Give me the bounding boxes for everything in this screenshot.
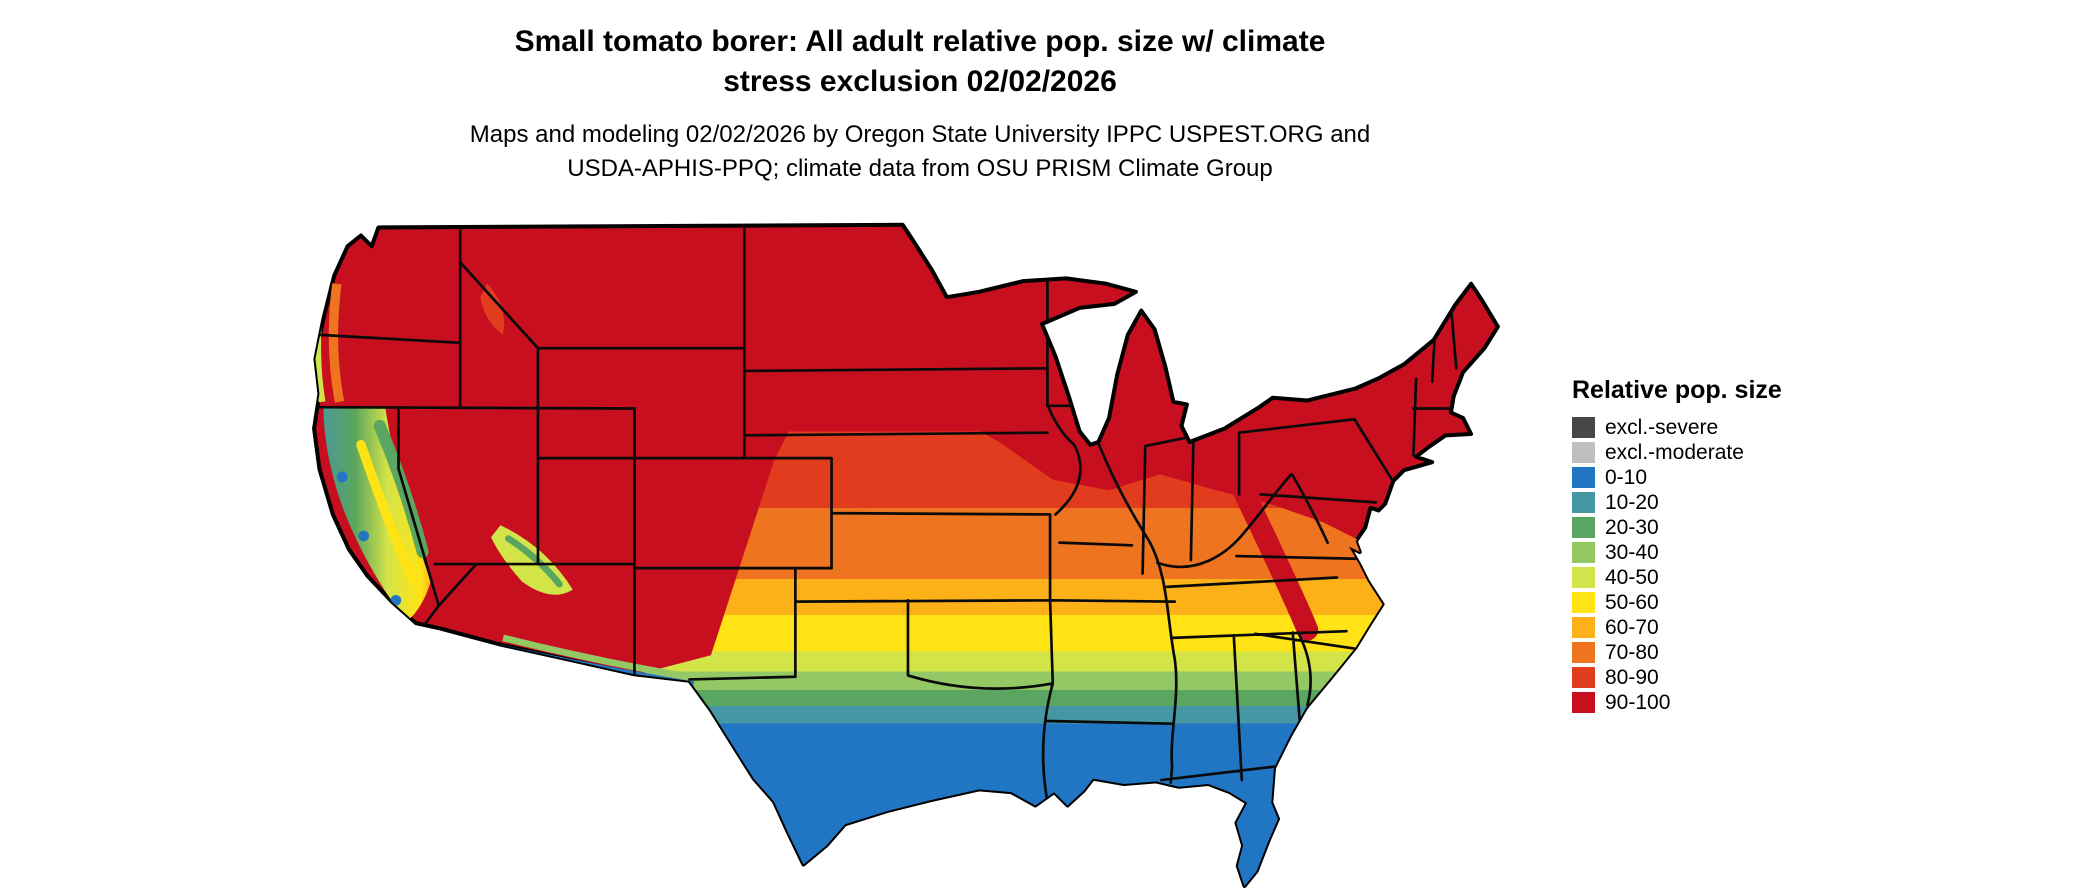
title-line-1: Small tomato borer: All adult relative p…	[514, 25, 1326, 58]
arizona-green-band	[505, 535, 563, 588]
legend-entry: 0-10	[1572, 467, 1912, 488]
legend-label: 70-80	[1605, 641, 1659, 664]
legend-swatch	[1572, 492, 1595, 513]
page-title: Small tomato borer: All adult relative p…	[350, 22, 1490, 102]
legend: Relative pop. size excl.-severe excl.-mod…	[1572, 376, 1912, 717]
south-gradient-region	[623, 399, 1402, 886]
legend-entry: 50-60	[1572, 592, 1912, 613]
legend-entry: 60-70	[1572, 617, 1912, 638]
legend-label: 90-100	[1605, 691, 1671, 714]
legend-entry: excl.-severe	[1572, 417, 1912, 438]
legend-swatch	[1572, 692, 1595, 713]
legend-entry: 80-90	[1572, 667, 1912, 688]
legend-swatch	[1572, 417, 1595, 438]
legend-label: 30-40	[1605, 541, 1659, 564]
legend-label: excl.-severe	[1605, 416, 1719, 439]
legend-label: 10-20	[1605, 491, 1659, 514]
us-map-container	[302, 206, 1522, 890]
legend-label: 60-70	[1605, 616, 1659, 639]
legend-label: 50-60	[1605, 591, 1659, 614]
legend-swatch	[1572, 642, 1595, 663]
legend-entry: 10-20	[1572, 492, 1912, 513]
legend-label: 40-50	[1605, 566, 1659, 589]
subtitle-line-1: Maps and modeling 02/02/2026 by Oregon S…	[469, 121, 1371, 148]
title-line-2: stress exclusion 02/02/2026	[723, 65, 1117, 98]
legend-swatch	[1572, 667, 1595, 688]
border-green-strip	[502, 634, 697, 682]
legend-entry: 70-80	[1572, 642, 1912, 663]
attribution-subtitle: Maps and modeling 02/02/2026 by Oregon S…	[350, 118, 1490, 186]
legend-entry: 90-100	[1572, 692, 1912, 713]
subtitle-line-2: USDA-APHIS-PPQ; climate data from OSU PR…	[567, 155, 1273, 182]
legend-label: excl.-moderate	[1605, 441, 1744, 464]
legend-entry: 20-30	[1572, 517, 1912, 538]
legend-entries: excl.-severe excl.-moderate 0-10 10-20 20-30…	[1572, 417, 1912, 713]
central-valley-yellow-band	[356, 440, 417, 584]
legend-swatch	[1572, 567, 1595, 588]
pnw-orange-band	[328, 283, 345, 403]
legend-swatch	[1572, 617, 1595, 638]
coast-blue-speck	[336, 471, 348, 483]
legend-label: 20-30	[1605, 516, 1659, 539]
legend-swatch	[1572, 442, 1595, 463]
legend-swatch	[1572, 592, 1595, 613]
legend-entry: 40-50	[1572, 567, 1912, 588]
legend-label: 80-90	[1605, 666, 1659, 689]
state-borders	[316, 226, 1458, 803]
legend-swatch	[1572, 467, 1595, 488]
legend-label: 0-10	[1605, 466, 1648, 489]
coast-blue-speck	[358, 530, 370, 542]
figure-header: Small tomato borer: All adult relative p…	[350, 22, 1490, 186]
rockies-orange-patch	[480, 283, 505, 335]
appalachian-red-band	[1229, 474, 1319, 641]
legend-title: Relative pop. size	[1572, 376, 1782, 404]
us-map	[312, 222, 1500, 888]
legend-entry: excl.-moderate	[1572, 442, 1912, 463]
legend-swatch	[1572, 542, 1595, 563]
legend-swatch	[1572, 517, 1595, 538]
legend-entry: 30-40	[1572, 542, 1912, 563]
